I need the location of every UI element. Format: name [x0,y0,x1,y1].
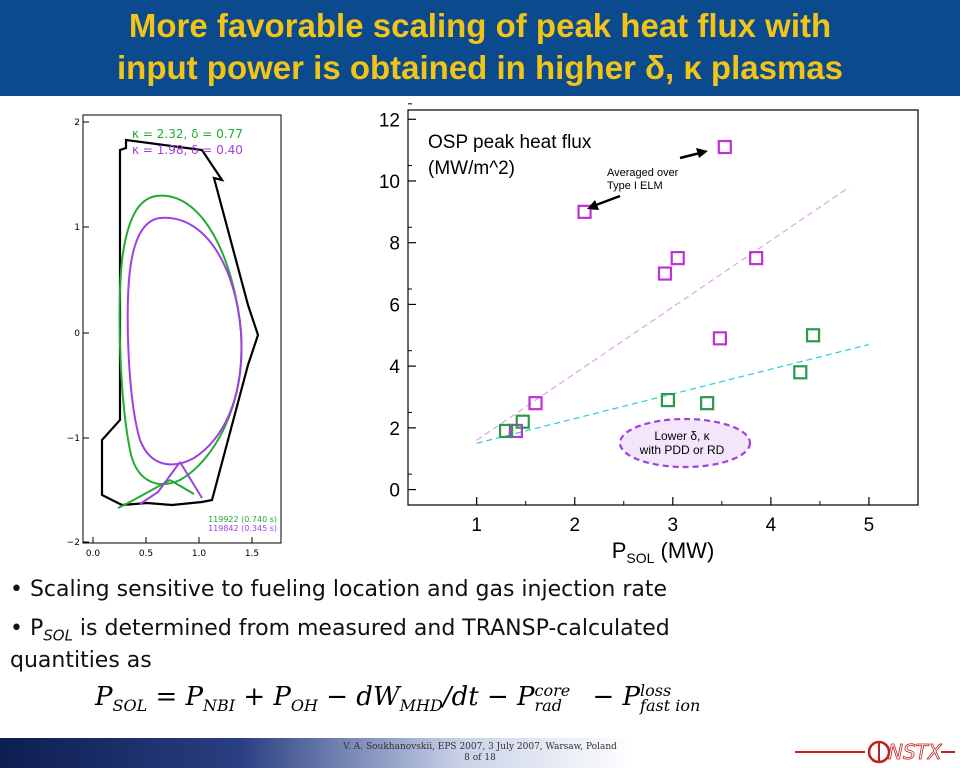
bullet-psol-post: is determined from measured and TRANSP-c… [72,616,670,641]
equilibrium-ticks [83,121,253,543]
f-rad-sub: rad [534,696,562,715]
title-bar [0,0,960,96]
footer-citation: V. A. Soukhanovskii, EPS 2007, 3 July 20… [300,742,660,764]
data-point-series-1 [498,423,514,439]
vessel-wall [100,138,260,507]
equil-y-tick-4: −1 [67,434,80,444]
y-tick-label: 0 [389,481,400,502]
f-rad-scripts: core rad [534,681,571,715]
nstx-logo: NSTX [795,740,955,764]
f-plus: + P [235,682,291,712]
data-point-series-0 [657,266,673,281]
equil-y-tick-3: 0 [74,329,80,339]
data-point-series-0 [670,251,685,266]
legend-high-kappa: κ = 2.32, δ = 0.77 [132,127,243,141]
data-point-series-0 [577,204,592,219]
x-tick-label: 4 [766,515,777,536]
f-oh: OH [290,696,318,716]
logo-text: NSTX [888,740,943,764]
f-nbi: NBI [203,696,236,716]
data-point-series-0 [749,251,764,266]
f-eq: = P [147,682,204,712]
x-axis-label-unit: (MW) [654,538,714,563]
bullet-scaling: • Scaling sensitive to fueling location … [10,577,668,602]
plasma-boundary-low [126,216,243,505]
data-point-series-1 [660,392,676,408]
y-tick-label: 6 [389,295,400,316]
y-tick-label: 2 [389,419,400,440]
bullet-psol: • PSOL is determined from measured and T… [10,616,670,644]
x-axis-label-sub: SOL [626,550,654,566]
footer-line-1: V. A. Soukhanovskii, EPS 2007, 3 July 20… [343,742,617,752]
lower-delta-kappa-ellipse [618,417,752,469]
data-point-series-0 [712,331,727,346]
equil-y-tick-5: −2 [67,538,80,548]
ellipse-label-1: Lower δ, κ [654,429,710,443]
bullet-quantities: quantities as [10,648,152,673]
shot-label-low: 119842 (0.345 s) [208,524,277,533]
equil-x-tick-4: 1.5 [245,549,259,559]
data-point-series-0 [528,396,543,411]
data-point-series-1 [793,365,808,380]
equil-x-tick-2: 0.5 [139,549,153,559]
f-rad-sup: core [534,681,571,700]
bullet-psol-pre: • P [10,616,44,641]
shot-label-high: 119922 (0.740 s) [208,515,277,524]
ellipse-label-2: with PDD or RD [639,443,725,457]
f-fast-sup: loss [640,681,672,700]
f-fast-sub: fast ion [640,696,701,715]
f-p: P [95,682,113,712]
equil-x-tick-1: 0.0 [86,549,101,559]
legend-low-kappa: κ = 1.98, δ = 0.40 [132,143,243,157]
slide-title-line-2: input power is obtained in higher δ, κ p… [117,49,843,86]
f-dt: /dt − P [442,682,535,712]
equilibrium-plot: 2 1 0 −1 −2 0.0 0.5 1.0 1.5 κ = 2.32, δ … [67,114,282,559]
y-tick-label: 12 [379,110,400,131]
y-tick-label: 4 [389,357,400,378]
y-tick-label: 10 [379,172,400,193]
arrow-annotation-2: Type I ELM [607,180,663,192]
data-point-series-1 [515,414,530,429]
f-mhd: MHD [399,696,443,716]
y-tick-label: 8 [389,234,400,255]
x-tick-label: 1 [471,515,482,536]
arrow-annotation-1: Averaged over [607,167,679,179]
data-points [498,139,821,439]
chart-annotation-title-1: OSP peak heat flux [428,132,592,153]
f-minus1: − dW [317,682,400,712]
data-point-series-1 [700,396,715,411]
x-tick-label: 5 [864,515,875,536]
annotation-arrows [587,148,708,210]
chart-annotation-title-2: (MW/m^2) [428,158,515,179]
data-point-series-1 [805,328,821,343]
bullet-psol-sub: SOL [43,626,73,645]
x-axis-label-main: P [612,538,627,563]
x-tick-label: 3 [668,515,679,536]
f-minus2: − P [584,682,641,712]
equilibrium-frame [82,114,282,544]
f-fast-scripts: loss fast ion [640,681,701,715]
x-axis-label: PSOL (MW) [612,538,715,566]
equil-y-tick-1: 2 [74,118,80,128]
data-point-series-0 [717,139,732,155]
slide-title-line-1: More favorable scaling of peak heat flux… [128,7,832,44]
equil-y-tick-2: 1 [74,223,80,233]
footer-page-number: 8 of 18 [464,753,496,763]
x-tick-label: 2 [569,515,580,536]
f-sol: SOL [112,696,148,716]
equil-x-tick-3: 1.0 [192,549,207,559]
